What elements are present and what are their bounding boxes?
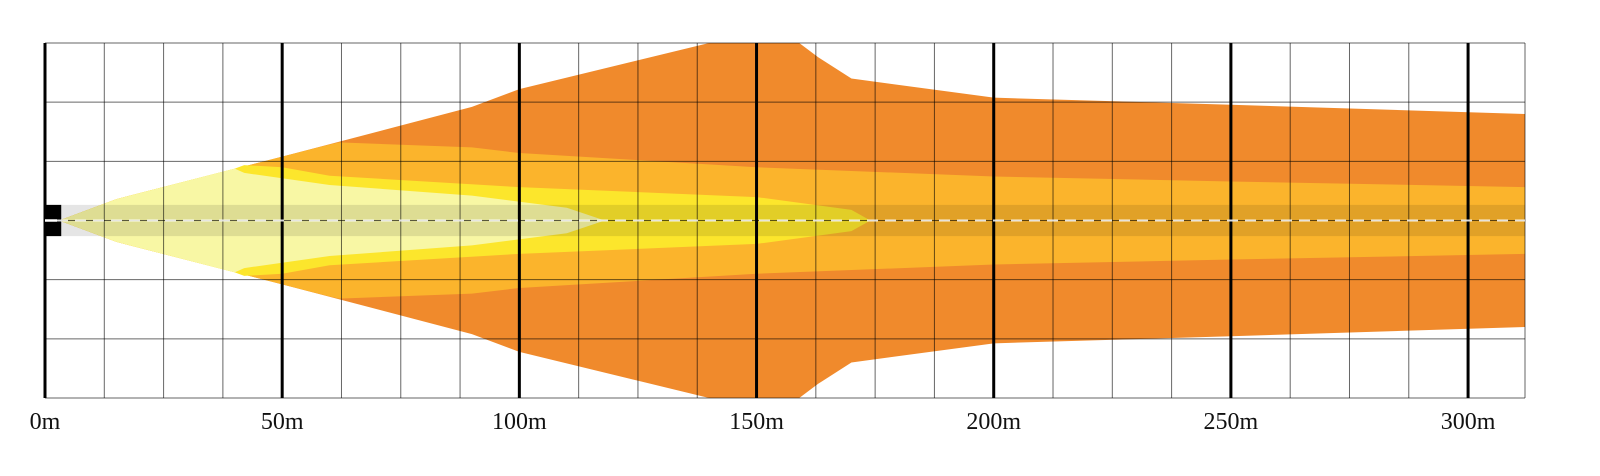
x-tick-label: 250m	[1204, 409, 1259, 435]
x-tick-label: 0m	[30, 409, 61, 435]
x-tick-label: 100m	[492, 409, 547, 435]
x-tick-label: 50m	[261, 409, 304, 435]
x-tick-label: 200m	[966, 409, 1021, 435]
x-tick-label: 300m	[1441, 409, 1496, 435]
x-axis-tick-labels: 0m 50m 100m 150m 200m 250m 300m	[30, 409, 1496, 435]
x-tick-label: 150m	[729, 409, 784, 435]
